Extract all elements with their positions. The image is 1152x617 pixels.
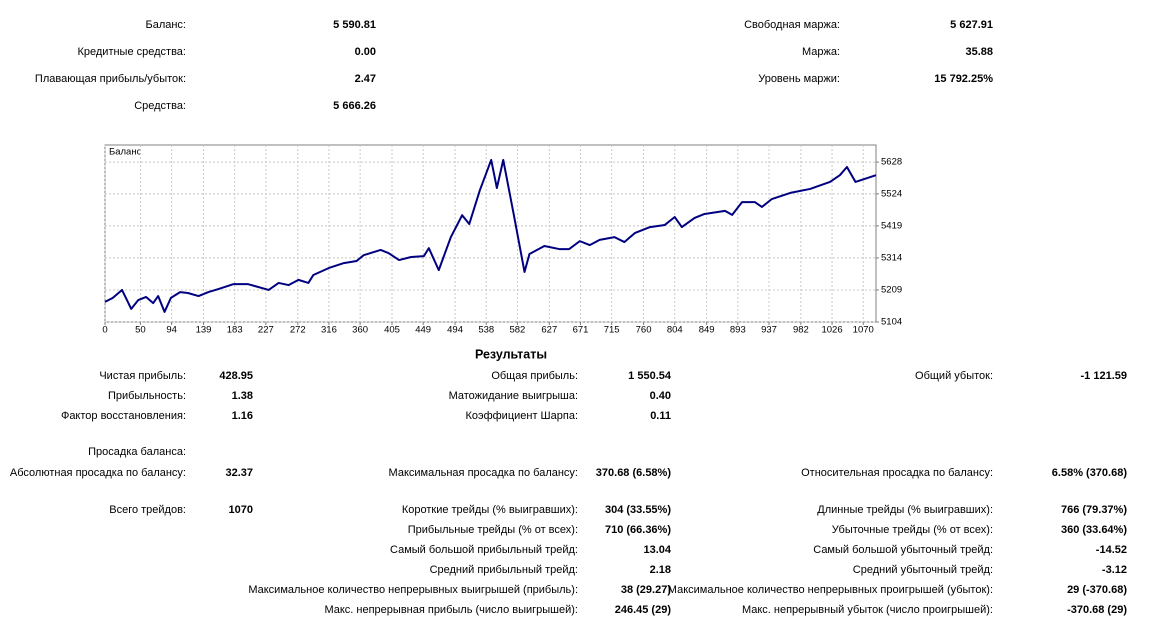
field-label: Фактор восстановления: (61, 410, 186, 422)
field-label: Прибыльные трейды (% от всех): (408, 524, 578, 536)
x-tick-label: 0 (102, 325, 107, 336)
field-label: Баланс: (145, 19, 186, 31)
field-label: Средний убыточный трейд: (853, 564, 993, 576)
y-tick-label: 5524 (881, 188, 902, 199)
field-label: Самый большой убыточный трейд: (813, 544, 993, 556)
field-label: Длинные трейды (% выигравших): (817, 504, 993, 516)
y-tick-label: 5419 (881, 220, 902, 231)
field-value: 766 (79.37%) (1061, 504, 1127, 516)
field-label: Средства: (134, 100, 186, 112)
field-value: 0.40 (650, 390, 671, 402)
field-label: Максимальное количество непрерывных выиг… (248, 584, 578, 596)
field-value: 1.38 (232, 390, 253, 402)
x-tick-label: 494 (447, 325, 463, 336)
field-value: 13.04 (643, 544, 671, 556)
field-label: Прибыльность: (108, 390, 186, 402)
field-label: Просадка баланса: (88, 446, 186, 458)
field-label: Макс. непрерывная прибыль (число выигрыш… (324, 604, 578, 616)
field-label: Относительная просадка по балансу: (801, 467, 993, 479)
chart-title: Баланс (109, 147, 142, 158)
field-value: 6.58% (370.68) (1052, 467, 1128, 479)
field-label: Короткие трейды (% выигравших): (402, 504, 578, 516)
x-tick-label: 316 (321, 325, 337, 336)
x-tick-label: 405 (384, 325, 400, 336)
x-tick-label: 227 (258, 325, 274, 336)
results-title: Результаты (475, 347, 547, 361)
y-tick-label: 5104 (881, 317, 902, 328)
x-tick-label: 627 (541, 325, 557, 336)
field-label: Убыточные трейды (% от всех): (832, 524, 993, 536)
y-tick-label: 5209 (881, 284, 902, 295)
field-value: 5 666.26 (333, 100, 376, 112)
field-value: 2.47 (355, 73, 376, 85)
x-tick-label: 1070 (853, 325, 874, 336)
field-label: Кредитные средства: (77, 46, 186, 58)
field-value: 5 590.81 (333, 19, 376, 31)
x-tick-label: 449 (415, 325, 431, 336)
x-tick-label: 582 (509, 325, 525, 336)
field-label: Абсолютная просадка по балансу: (10, 467, 186, 479)
field-value: 5 627.91 (950, 19, 993, 31)
field-value: 29 (-370.68) (1067, 584, 1127, 596)
field-value: 0.00 (355, 46, 376, 58)
field-label: Средний прибыльный трейд: (430, 564, 578, 576)
x-tick-label: 804 (667, 325, 683, 336)
field-label: Уровень маржи: (758, 73, 840, 85)
x-tick-label: 538 (478, 325, 494, 336)
field-label: Маржа: (802, 46, 840, 58)
field-label: Макс. непрерывный убыток (число проигрыш… (742, 604, 993, 616)
plot-frame (104, 144, 877, 323)
field-value: 1.16 (232, 410, 253, 422)
field-value: 1 550.54 (628, 370, 672, 382)
x-tick-label: 849 (699, 325, 715, 336)
x-tick-label: 982 (793, 325, 809, 336)
field-value: 35.88 (965, 46, 993, 58)
field-label: Матожидание выигрыша: (449, 390, 578, 402)
y-tick-label: 5314 (881, 252, 902, 263)
y-tick-label: 5628 (881, 157, 902, 168)
field-value: 246.45 (29) (615, 604, 672, 616)
field-value: -14.52 (1096, 544, 1127, 556)
field-value: -370.68 (29) (1067, 604, 1127, 616)
x-tick-label: 671 (573, 325, 589, 336)
field-value: 1070 (229, 504, 253, 516)
x-tick-label: 360 (352, 325, 368, 336)
x-tick-label: 94 (166, 325, 177, 336)
field-value: -1 121.59 (1081, 370, 1127, 382)
x-tick-label: 893 (730, 325, 746, 336)
field-label: Максимальное количество непрерывных прои… (668, 584, 993, 596)
field-label: Коэффициент Шарпа: (465, 410, 578, 422)
field-value: 360 (33.64%) (1061, 524, 1127, 536)
x-tick-label: 760 (636, 325, 652, 336)
x-tick-label: 1026 (821, 325, 842, 336)
field-label: Свободная маржа: (744, 19, 840, 31)
field-label: Максимальная просадка по балансу: (389, 467, 578, 479)
field-label: Общая прибыль: (491, 370, 578, 382)
x-tick-label: 715 (604, 325, 620, 336)
field-value: 370.68 (6.58%) (596, 467, 672, 479)
field-value: 304 (33.55%) (605, 504, 671, 516)
x-tick-label: 272 (290, 325, 306, 336)
field-label: Общий убыток: (915, 370, 993, 382)
field-value: 428.95 (219, 370, 253, 382)
field-value: -3.12 (1102, 564, 1127, 576)
field-value: 0.11 (650, 410, 671, 422)
balance-line (104, 158, 877, 313)
field-value: 2.18 (650, 564, 671, 576)
x-tick-label: 937 (761, 325, 777, 336)
x-tick-label: 139 (196, 325, 212, 336)
x-tick-label: 183 (227, 325, 243, 336)
field-value: 38 (29.27) (621, 584, 671, 596)
field-label: Чистая прибыль: (99, 370, 186, 382)
field-label: Самый большой прибыльный трейд: (390, 544, 578, 556)
field-value: 710 (66.36%) (605, 524, 671, 536)
field-value: 32.37 (225, 467, 253, 479)
field-value: 15 792.25% (934, 73, 993, 85)
x-tick-label: 50 (135, 325, 146, 336)
field-label: Плавающая прибыль/убыток: (35, 73, 186, 85)
field-label: Всего трейдов: (109, 504, 186, 516)
